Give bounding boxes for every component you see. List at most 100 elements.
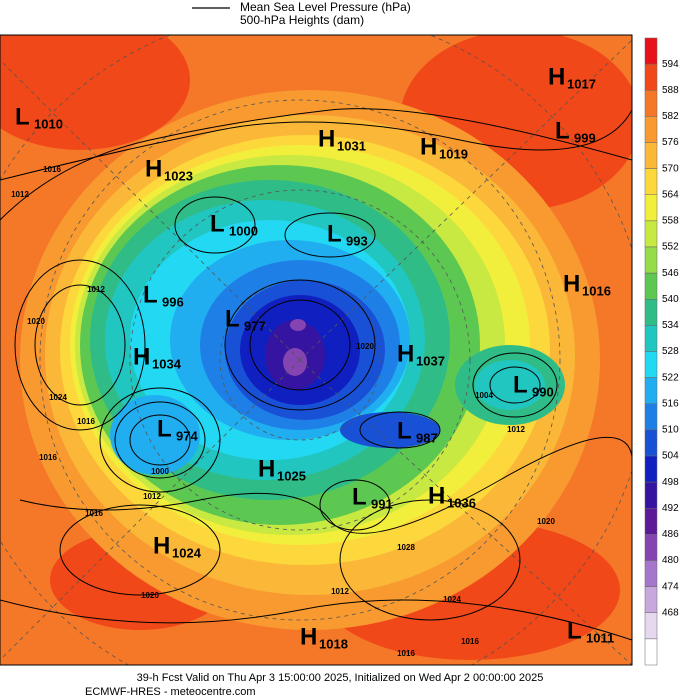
colorbar-swatch <box>644 194 658 222</box>
isobar-label: 1016 <box>43 165 61 174</box>
center-pressure: 987 <box>416 430 438 445</box>
isobar-label: 1016 <box>461 637 479 646</box>
center-pressure: 974 <box>176 428 198 443</box>
isobar-label: 1020 <box>141 591 159 600</box>
colorbar-swatch <box>644 403 658 431</box>
colorbar-label: 468 <box>662 607 679 618</box>
colorbar-swatch <box>644 586 658 613</box>
colorbar-swatch <box>644 638 658 666</box>
isobar-label: 1004 <box>475 391 493 400</box>
center-letter: H <box>563 270 580 297</box>
isobar-label: 1016 <box>77 417 95 426</box>
center-pressure: 1018 <box>319 636 348 651</box>
center-pressure: 1010 <box>34 116 63 131</box>
colorbar-label: 594 <box>662 59 679 70</box>
colorbar-label: 504 <box>662 451 679 462</box>
colorbar-swatch <box>644 116 658 143</box>
isobar-label: 1024 <box>443 595 461 604</box>
colorbar-label: 582 <box>662 111 679 122</box>
colorbar-swatch <box>644 455 658 483</box>
colorbar-swatch <box>644 37 658 65</box>
colorbar-label: 570 <box>662 163 679 174</box>
map-frame <box>0 34 633 666</box>
center-letter: L <box>157 415 172 442</box>
colorbar-swatch <box>644 534 658 561</box>
center-letter: L <box>143 281 158 308</box>
center-letter: H <box>428 482 445 509</box>
isobar-label: 1012 <box>507 425 525 434</box>
isobar-label: 1016 <box>39 453 57 462</box>
center-letter: L <box>225 305 240 332</box>
center-letter: H <box>548 63 565 90</box>
colorbar-label: 522 <box>662 372 679 383</box>
center-pressure: 1000 <box>229 223 258 238</box>
center-letter: H <box>153 532 170 559</box>
center-letter: H <box>258 455 275 482</box>
center-pressure: 1036 <box>447 495 476 510</box>
center-pressure: 991 <box>371 496 393 511</box>
center-pressure: 1017 <box>567 76 596 91</box>
footer-text: 39-h Fcst Valid on Thu Apr 3 15:00:00 20… <box>137 672 544 684</box>
isobar-label: 1012 <box>143 492 161 501</box>
center-letter: H <box>300 623 317 650</box>
colorbar-swatch <box>644 508 658 535</box>
center-pressure: 977 <box>244 318 266 333</box>
center-letter: L <box>555 117 570 144</box>
colorbar-swatch <box>644 429 658 457</box>
legend-text: 500-hPa Heights (dam) <box>240 13 364 27</box>
isobar-label: 1000 <box>151 467 169 476</box>
isobar-label: 1016 <box>85 509 103 518</box>
center-pressure: 996 <box>162 294 184 309</box>
colorbar-label: 552 <box>662 242 679 253</box>
colorbar: 594 588 582 576 570 564 558 552 546 540 534 528 522 5… <box>644 37 679 666</box>
colorbar-swatch <box>644 612 658 640</box>
colorbar-label: 558 <box>662 216 679 227</box>
colorbar-swatch <box>644 90 658 117</box>
colorbar-label: 528 <box>662 346 679 357</box>
colorbar-swatch <box>644 246 658 274</box>
center-letter: L <box>397 417 412 444</box>
isobar-label: 1020 <box>356 342 374 351</box>
colorbar-label: 510 <box>662 425 679 436</box>
colorbar-label: 576 <box>662 137 679 148</box>
center-pressure: 1037 <box>416 353 445 368</box>
center-pressure: 1023 <box>164 168 193 183</box>
center-pressure: 999 <box>574 130 596 145</box>
colorbar-label: 534 <box>662 320 679 331</box>
colorbar-label: 480 <box>662 555 679 566</box>
center-letter: L <box>567 617 582 644</box>
center-pressure: 990 <box>532 384 554 399</box>
map-field <box>0 35 632 665</box>
colorbar-swatch <box>644 63 658 91</box>
center-letter: L <box>327 220 342 247</box>
center-pressure: 1031 <box>337 138 366 153</box>
center-letter: H <box>133 343 150 370</box>
footer-text: ECMWF-HRES - meteocentre.com <box>85 686 256 698</box>
center-letter: H <box>397 340 414 367</box>
isobar-label: 1028 <box>397 543 415 552</box>
isobar-label: 1012 <box>331 587 349 596</box>
center-pressure: 1016 <box>582 283 611 298</box>
center-pressure: 993 <box>346 233 368 248</box>
colorbar-label: 516 <box>662 398 679 409</box>
center-pressure: 1025 <box>277 468 306 483</box>
center-pressure: 1011 <box>586 630 614 645</box>
colorbar-label: 498 <box>662 477 679 488</box>
center-letter: L <box>15 103 30 130</box>
isobar-label: 1020 <box>537 517 555 526</box>
colorbar-swatch <box>644 325 658 352</box>
colorbar-label: 546 <box>662 268 679 279</box>
center-pressure: 1019 <box>439 146 468 161</box>
isobar-label: 1016 <box>397 649 415 658</box>
colorbar-swatch <box>644 220 658 248</box>
colorbar-swatch <box>644 377 658 404</box>
isobar-label: 1012 <box>87 285 105 294</box>
center-letter: L <box>210 210 225 237</box>
center-letter: L <box>513 371 528 398</box>
colorbar-swatch <box>644 560 658 587</box>
legend-text: Mean Sea Level Pressure (hPa) <box>240 0 411 14</box>
center-pressure: 1034 <box>152 356 182 371</box>
colorbar-swatch <box>644 351 658 378</box>
